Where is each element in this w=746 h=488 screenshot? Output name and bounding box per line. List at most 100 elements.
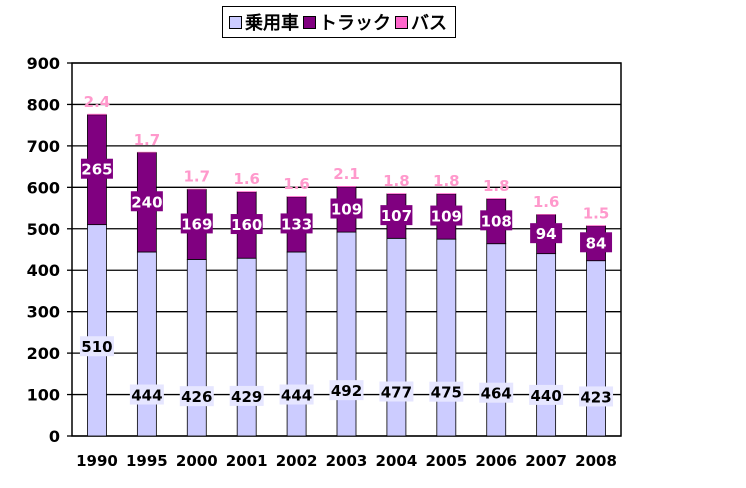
data-label-car: 510 [79,336,114,357]
data-label-car-bg [479,382,514,403]
legend-label-bus: バス [411,13,447,34]
data-label-truck-text: 240 [131,193,162,211]
y-tick-label: 100 [27,386,60,405]
data-label-truck-bg [130,191,163,212]
legend-label-car: 乗用車 [245,13,299,34]
data-label-car-bg [279,384,314,405]
data-label-bus: 1.8 [433,172,460,190]
bar-segment-bus [337,186,356,187]
x-tick-label: 1990 [76,452,118,470]
data-label-truck-text: 160 [231,216,262,234]
data-label-truck: 240 [130,191,163,212]
bar-segment-car [386,237,407,437]
data-label-car-text: 475 [431,384,462,402]
bar-segment-car [486,243,507,437]
x-tick-label: 2005 [425,452,467,470]
bar-segment-bus [137,151,157,153]
legend-item-truck: トラック [303,9,391,35]
data-label-bus: 1.7 [134,131,161,149]
data-label-truck-bg [430,205,463,226]
data-label-truck-bg [230,214,263,235]
data-label-truck-text: 94 [536,225,557,243]
data-label-truck-text: 108 [481,212,512,230]
data-label-car-bg [229,385,264,406]
bar-segment-bus [287,196,307,198]
legend-label-truck: トラック [319,13,391,34]
data-label-truck-bg [480,210,513,231]
data-label-truck-bg [580,232,613,253]
data-label-car: 477 [379,381,414,402]
data-label-truck: 109 [330,198,363,219]
legend-item-bus: バス [395,9,447,35]
data-label-bus: 1.8 [383,172,410,190]
data-label-truck-text: 107 [381,207,412,225]
data-label-car: 444 [129,384,164,405]
bar-segment-car [586,260,606,437]
data-label-car-text: 440 [530,387,561,405]
data-label-truck-text: 109 [331,201,362,219]
data-label-car: 464 [479,382,514,403]
data-label-car-text: 464 [481,385,512,403]
bar-segment-bus [87,113,107,115]
data-label-bus: 2.4 [84,93,111,111]
x-tick-label: 2003 [326,452,368,470]
data-label-truck: 108 [480,210,513,231]
bar-segment-car [336,231,357,437]
data-label-truck-bg [80,158,113,179]
data-label-bus: 2.1 [333,165,360,183]
bar-segment-bus [586,225,606,227]
bar-segment-car [436,238,457,437]
legend-swatch-truck [303,15,316,29]
legend: 乗用車 トラック バス [222,6,456,38]
data-label-bus: 1.6 [283,175,310,193]
bar-segment-bus [436,193,456,195]
data-label-truck-bg [530,223,563,244]
bar-segment-bus [237,191,257,193]
x-tick-label: 2004 [376,452,418,470]
bar-segment-car [236,257,257,437]
bar-segment-bus [187,188,207,190]
data-label-truck-bg [330,198,363,219]
data-label-car-bg [429,381,464,402]
data-label-car-text: 477 [381,384,412,402]
data-label-bus: 1.8 [483,177,510,195]
data-label-car-text: 426 [181,388,212,406]
data-label-car-bg [529,384,564,405]
data-label-car-text: 444 [131,387,162,405]
x-tick-label: 2007 [525,452,567,470]
data-label-car-text: 510 [81,338,112,356]
bar-segment-car [286,251,307,437]
data-label-truck: 133 [280,213,313,234]
data-label-car: 444 [279,384,314,405]
data-label-truck-text: 84 [586,234,607,252]
legend-swatch-bus [395,15,408,29]
x-tick-label: 2000 [176,452,218,470]
y-tick-label: 400 [27,261,60,280]
data-label-truck: 94 [530,223,563,244]
legend-swatch-car [229,15,242,29]
x-tick-label: 2008 [575,452,617,470]
data-label-car-bg [79,336,114,357]
data-label-truck-text: 109 [431,208,462,226]
data-label-bus: 1.5 [583,204,610,222]
bar-segment-car [136,251,157,437]
data-label-car-text: 492 [331,382,362,400]
bar-segment-bus [386,193,406,195]
data-label-truck: 84 [580,232,613,253]
data-label-car: 440 [529,384,564,405]
x-tick-label: 1995 [126,452,168,470]
y-tick-label: 0 [49,427,60,446]
y-tick-label: 700 [27,137,60,156]
y-tick-label: 800 [27,95,60,114]
data-label-car-text: 423 [580,388,611,406]
data-label-truck-bg [180,213,213,234]
data-label-bus: 1.6 [233,170,260,188]
data-label-truck-text: 133 [281,215,312,233]
data-label-car: 429 [229,385,264,406]
legend-item-car: 乗用車 [229,9,299,35]
data-label-bus: 1.7 [183,168,210,186]
y-tick-label: 900 [27,54,60,73]
data-label-car-bg [179,386,214,407]
data-label-truck-bg [380,205,413,226]
